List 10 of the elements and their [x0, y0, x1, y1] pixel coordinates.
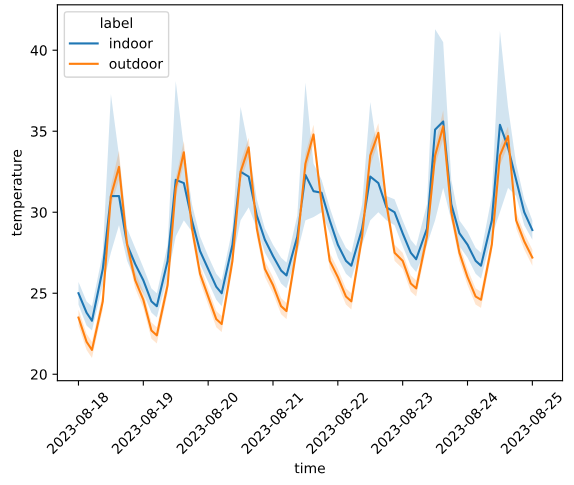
legend-title: label	[100, 17, 132, 28]
y-axis-title: temperature	[12, 150, 24, 236]
y-tick-label: 25	[31, 288, 46, 299]
legend-label: outdoor	[110, 58, 164, 69]
y-tick-label: 30	[31, 207, 47, 218]
legend-label: indoor	[110, 38, 153, 48]
y-tick-label: 40	[30, 45, 47, 56]
y-tick-label: 35	[31, 126, 46, 137]
y-tick-label: 20	[31, 369, 47, 380]
x-axis-title: time	[294, 462, 325, 474]
